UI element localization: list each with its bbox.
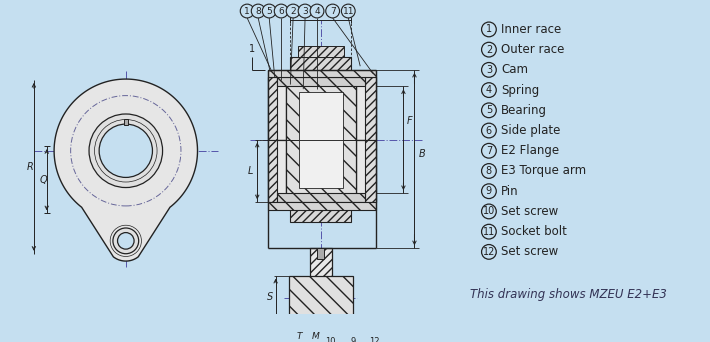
Circle shape [286,4,300,18]
Polygon shape [124,119,128,125]
Circle shape [274,4,288,18]
Text: 9: 9 [350,338,356,342]
Text: 7: 7 [486,146,492,156]
Text: 11: 11 [342,6,354,15]
Text: 6: 6 [486,126,492,135]
Circle shape [89,114,163,187]
Text: 1: 1 [486,24,492,35]
Circle shape [366,334,381,342]
Text: Pin: Pin [501,185,518,198]
Text: F: F [407,116,413,126]
Text: 8: 8 [486,166,492,176]
Circle shape [481,83,496,97]
Bar [288,276,353,319]
Text: Side plate: Side plate [501,124,560,137]
Bar [268,77,376,140]
Circle shape [481,184,496,199]
Circle shape [481,123,496,138]
Text: 3: 3 [486,65,492,75]
Bar [290,202,351,222]
Text: Outer race: Outer race [501,43,564,56]
Circle shape [99,124,153,177]
Bar [277,77,365,87]
Circle shape [310,4,324,18]
Text: L: L [248,166,253,176]
Circle shape [481,63,496,77]
Text: 2: 2 [486,45,492,55]
Text: 3: 3 [302,6,308,15]
Bar [299,92,343,140]
Circle shape [118,233,134,249]
Text: 6: 6 [278,6,284,15]
Circle shape [481,143,496,158]
Bar [277,193,365,202]
Text: 10: 10 [483,207,495,216]
Bar [365,140,376,202]
Text: 5: 5 [486,105,492,115]
Text: E2 Flange: E2 Flange [501,144,559,157]
Text: 2: 2 [290,6,296,15]
Bar [365,77,376,140]
Bar [268,202,376,210]
Bar [297,46,344,57]
Circle shape [342,4,355,18]
Text: A: A [317,5,324,16]
Polygon shape [54,79,197,261]
Circle shape [481,204,496,219]
Text: Q: Q [39,175,47,185]
Bar [285,140,356,202]
Circle shape [481,22,496,37]
Circle shape [113,228,138,254]
Text: Inner race: Inner race [501,23,561,36]
Circle shape [481,103,496,118]
Text: 1: 1 [244,6,250,15]
Text: 12: 12 [368,338,379,342]
Text: E3 Torque arm: E3 Torque arm [501,165,586,177]
Circle shape [298,4,312,18]
Text: 9: 9 [486,186,492,196]
Circle shape [326,4,339,18]
Text: 7: 7 [329,6,336,15]
Bar [268,77,277,140]
Text: Socket bolt: Socket bolt [501,225,567,238]
Circle shape [322,334,337,342]
Bar [268,70,376,77]
Circle shape [251,4,265,18]
Text: Bearing: Bearing [501,104,547,117]
Text: 8: 8 [256,6,261,15]
Text: B: B [419,148,426,159]
Text: R: R [27,162,33,172]
Text: 10: 10 [324,338,335,342]
Circle shape [262,4,276,18]
Text: S: S [267,292,273,302]
Circle shape [481,163,496,178]
Text: 1: 1 [248,44,255,54]
Text: 4: 4 [315,6,320,15]
Bar [310,248,332,319]
Text: This drawing shows MZEU E2+E3: This drawing shows MZEU E2+E3 [471,288,667,301]
Bar [268,140,376,202]
Bar [317,248,324,259]
Text: T: T [296,332,302,341]
Text: M: M [311,332,319,341]
Bar [285,77,356,140]
Circle shape [481,224,496,239]
Bar [268,140,277,202]
Bar [299,140,343,187]
Text: 4: 4 [486,85,492,95]
Circle shape [240,4,254,18]
Text: 5: 5 [266,6,272,15]
Circle shape [481,245,496,259]
Bar [285,87,356,193]
Bar [290,57,351,77]
Circle shape [346,334,360,342]
Text: 12: 12 [483,247,495,257]
Text: Set screw: Set screw [501,246,558,259]
Text: Set screw: Set screw [501,205,558,218]
Text: Spring: Spring [501,83,539,96]
Text: 11: 11 [483,227,495,237]
Text: Cam: Cam [501,63,528,76]
Circle shape [481,42,496,57]
